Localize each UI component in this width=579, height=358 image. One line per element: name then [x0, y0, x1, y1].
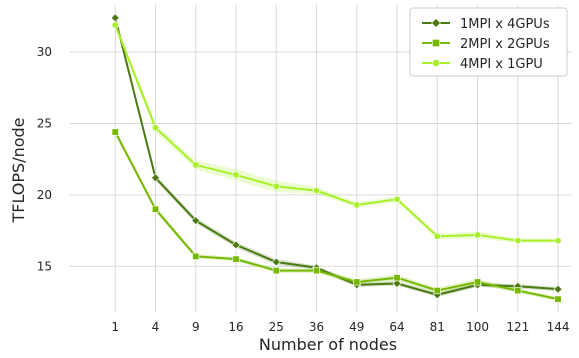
x-tick-label: 81 [430, 320, 445, 334]
x-tick-label: 64 [389, 320, 404, 334]
data-point [554, 295, 562, 303]
x-tick-label: 25 [269, 320, 284, 334]
data-point [232, 171, 240, 179]
legend-entry: 1MPI x 4GPUs [460, 17, 550, 32]
y-tick-label: 15 [37, 259, 52, 273]
data-point [191, 216, 201, 226]
data-point [353, 278, 361, 286]
data-point [313, 187, 321, 195]
x-tick-label: 4 [152, 320, 160, 334]
data-point [152, 205, 160, 213]
data-point [392, 279, 402, 288]
legend-entry: 4MPI x 1GPU [460, 57, 543, 72]
legend-swatch-marker [431, 18, 441, 28]
series-line [114, 131, 559, 301]
legend-swatch-marker [432, 59, 440, 67]
series-line [114, 24, 559, 242]
legend-box [409, 7, 568, 77]
x-tick-labels: 1 4 9 16 25 36 49 64 81 100 121 144 [111, 320, 569, 334]
data-point [474, 278, 482, 286]
x-tick-label: 1 [111, 320, 119, 334]
x-tick-label: 144 [547, 320, 570, 334]
data-point [433, 232, 441, 240]
series-markers [110, 13, 563, 303]
legend-swatch-marker [432, 39, 440, 47]
data-point [272, 267, 280, 275]
data-point [353, 201, 361, 209]
y-tick-label: 30 [37, 45, 52, 59]
data-point [271, 257, 281, 267]
data-point [433, 287, 441, 295]
y-tick-label: 20 [37, 188, 52, 202]
data-point [514, 287, 522, 295]
data-point [110, 13, 120, 23]
legend: 1MPI x 4GPUs 2MPI x 2GPUs 4MPI x 1GPU [409, 7, 568, 77]
data-point [231, 240, 241, 250]
y-tick-label: 25 [37, 117, 52, 131]
x-tick-label: 121 [506, 320, 529, 334]
series-lines [114, 17, 559, 301]
data-point [272, 182, 280, 190]
data-point [313, 267, 321, 275]
x-tick-label: 36 [309, 320, 324, 334]
data-point [152, 124, 160, 132]
data-point [192, 252, 200, 260]
legend-entry: 2MPI x 2GPUs [460, 37, 550, 52]
x-tick-label: 9 [192, 320, 200, 334]
data-point [192, 161, 200, 169]
data-point [111, 21, 119, 29]
x-tick-label: 16 [228, 320, 243, 334]
data-point [514, 237, 522, 245]
data-point [393, 195, 401, 203]
data-point [554, 237, 562, 245]
y-axis-title: TFLOPS/node [9, 117, 28, 223]
y-tick-labels: 15 20 25 30 [37, 45, 52, 273]
data-point [393, 274, 401, 282]
x-tick-label: 49 [349, 320, 364, 334]
data-point [474, 231, 482, 239]
data-point [111, 128, 119, 136]
x-axis-title: Number of nodes [259, 335, 397, 354]
x-tick-label: 100 [466, 320, 489, 334]
data-point [151, 173, 160, 183]
data-point [553, 284, 563, 294]
data-point [232, 255, 240, 263]
